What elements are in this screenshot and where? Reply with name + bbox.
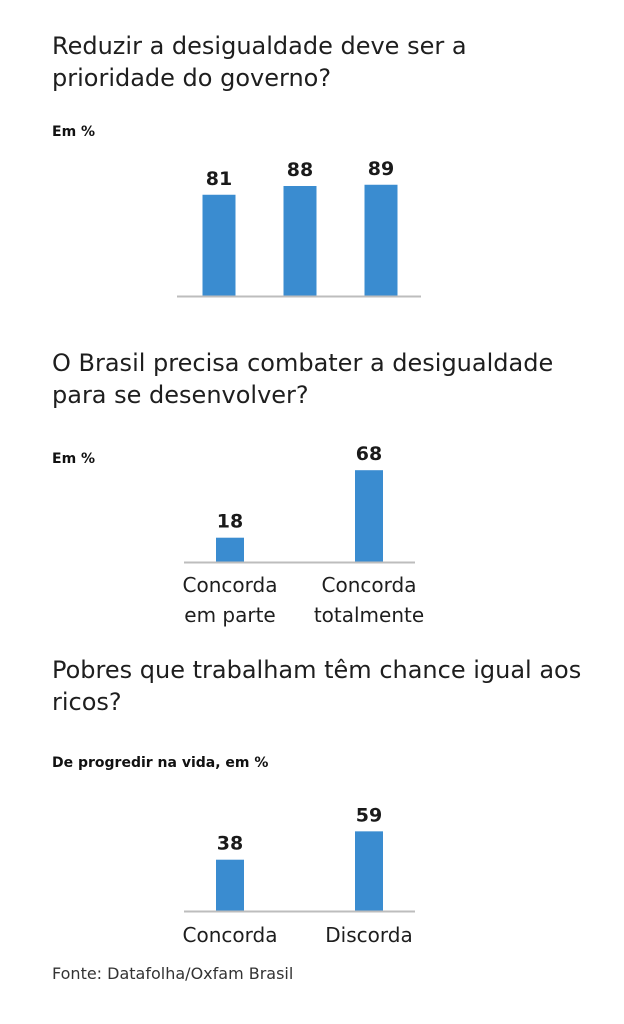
source-note: Fonte: Datafolha/Oxfam Brasil	[52, 964, 294, 983]
category-label: Concorda	[183, 923, 278, 947]
category-label: Discorda	[325, 923, 412, 947]
bar	[364, 184, 398, 296]
bar-value-label: 38	[217, 833, 243, 855]
category-label: Concorda	[322, 573, 417, 597]
category-label: totalmente	[314, 603, 424, 627]
bar	[216, 537, 244, 562]
bar-value-label: 59	[356, 804, 382, 826]
chart-3-bar-chart: 38 Concorda 59 Discorda	[183, 804, 415, 947]
bar-value-label: 68	[356, 443, 382, 465]
bar	[283, 186, 317, 296]
chart-3-title: Pobres que trabalham têm chance igual ao…	[52, 656, 582, 716]
bar-value-label: 18	[217, 511, 243, 533]
category-label: em parte	[184, 603, 275, 627]
chart-2-unit-label: Em %	[52, 451, 96, 467]
chart-2-title: O Brasil precisa combater a desigualdade…	[52, 349, 554, 409]
chart-1-bar-chart: 81 88 89	[177, 158, 421, 298]
chart-1-title: Reduzir a desigualdade deve ser a priori…	[52, 32, 467, 92]
bar	[202, 194, 236, 296]
bar	[355, 470, 383, 562]
bar	[216, 859, 244, 911]
category-label: Concorda	[183, 573, 278, 597]
chart-3-unit-label: De progredir na vida, em %	[52, 755, 269, 771]
chart-1-unit-label: Em %	[52, 124, 96, 140]
bar-value-label: 81	[206, 168, 232, 190]
bar	[355, 831, 383, 911]
chart-2-bar-chart: 18 Concorda em parte 68 Concorda totalmente	[183, 443, 425, 627]
bar-value-label: 89	[368, 158, 394, 180]
bar-value-label: 88	[287, 159, 313, 181]
